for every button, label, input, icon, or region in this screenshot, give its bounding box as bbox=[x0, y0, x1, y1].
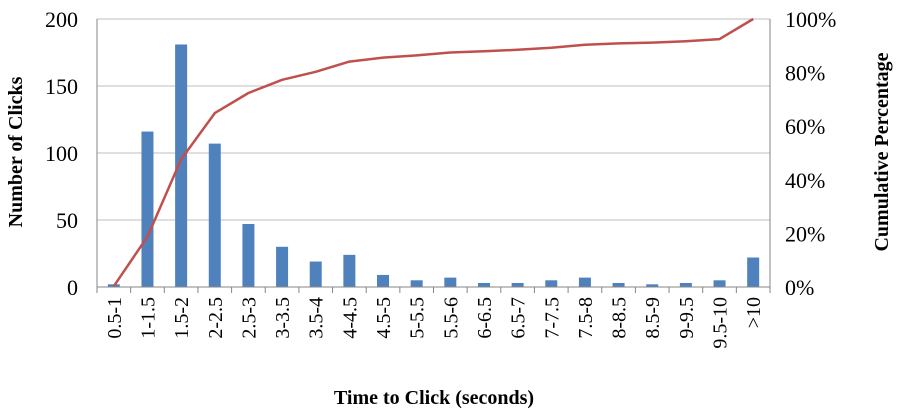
bar bbox=[343, 254, 356, 287]
bar-series-clicks bbox=[107, 44, 760, 288]
x-axis-title: Time to Click (seconds) bbox=[334, 387, 534, 409]
bar bbox=[208, 143, 221, 287]
y2-axis-title: Cumulative Percentage bbox=[871, 52, 893, 251]
category-label: 2.5-3 bbox=[238, 297, 260, 339]
category-label: 1-1.5 bbox=[138, 297, 160, 339]
category-label: 4.5-5 bbox=[373, 297, 395, 339]
category-label: 3-3.5 bbox=[272, 297, 294, 339]
category-label: 8.5-9 bbox=[642, 297, 664, 339]
category-label: 1.5-2 bbox=[171, 297, 193, 339]
bar bbox=[444, 277, 457, 287]
bar bbox=[646, 284, 659, 287]
category-labels: 0.5-1 1-1.5 1.5-2 2-2.5 2.5-3 3-3.5 3.5-4 4-4.5… bbox=[104, 297, 765, 349]
bar bbox=[713, 280, 726, 287]
right-axis-ticks: 0% 20% 40% 60% 80% 100% bbox=[785, 7, 836, 300]
y2-tick-label: 0% bbox=[785, 275, 814, 300]
bar bbox=[612, 282, 625, 287]
y-tick-label: 50 bbox=[56, 208, 78, 233]
bar bbox=[477, 282, 490, 287]
y2-tick-label: 20% bbox=[785, 221, 825, 246]
category-label: 5-5.5 bbox=[407, 297, 429, 339]
line-series-cumulative bbox=[112, 17, 754, 287]
category-label: 6-6.5 bbox=[474, 297, 496, 339]
bar bbox=[679, 282, 692, 287]
y-tick-label: 0 bbox=[67, 275, 78, 300]
category-label: 5.5-6 bbox=[440, 297, 462, 339]
bar bbox=[410, 280, 423, 287]
bar bbox=[242, 224, 255, 287]
category-label: 8-8.5 bbox=[609, 297, 631, 339]
category-label: 2-2.5 bbox=[205, 297, 227, 339]
bar bbox=[276, 246, 289, 287]
y-axis-title: Number of Clicks bbox=[5, 76, 27, 227]
y-tick-label: 150 bbox=[45, 74, 78, 99]
bar bbox=[141, 131, 154, 287]
category-label: 0.5-1 bbox=[104, 297, 126, 339]
y2-tick-label: 60% bbox=[785, 114, 825, 139]
bar bbox=[511, 282, 524, 287]
category-label: 9.5-10 bbox=[710, 297, 732, 349]
gridlines bbox=[97, 18, 770, 221]
y2-tick-label: 80% bbox=[785, 61, 825, 86]
category-label: 4-4.5 bbox=[339, 297, 361, 339]
bar bbox=[175, 44, 188, 288]
bar bbox=[747, 257, 760, 287]
category-label: 9-9.5 bbox=[676, 297, 698, 339]
y-tick-label: 200 bbox=[45, 7, 78, 32]
y2-tick-label: 40% bbox=[785, 168, 825, 193]
y-tick-label: 100 bbox=[45, 141, 78, 166]
left-axis-ticks: 0 50 100 150 200 bbox=[45, 7, 78, 300]
axes bbox=[96, 19, 771, 293]
bar bbox=[578, 277, 591, 287]
category-label: >10 bbox=[743, 297, 765, 328]
category-label: 6.5-7 bbox=[508, 297, 530, 339]
category-label: 3.5-4 bbox=[306, 297, 328, 339]
category-label: 7-7.5 bbox=[541, 297, 563, 339]
bar bbox=[377, 274, 390, 287]
y2-tick-label: 100% bbox=[785, 7, 836, 32]
cumulative-line bbox=[112, 17, 754, 287]
bar bbox=[545, 280, 558, 287]
bar bbox=[309, 261, 322, 287]
category-label: 7.5-8 bbox=[575, 297, 597, 339]
